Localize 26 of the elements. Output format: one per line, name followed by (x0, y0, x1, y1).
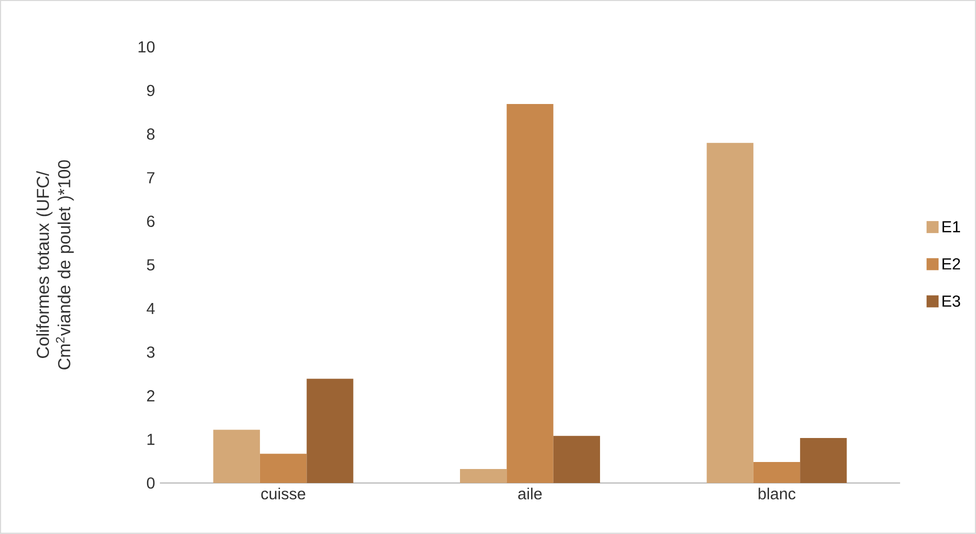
y-tick-label: 4 (146, 303, 155, 314)
y-tick-label: 0 (146, 477, 155, 489)
bar (706, 142, 754, 484)
bar (506, 104, 554, 484)
bar (213, 430, 260, 484)
y-tick-label: 5 (146, 259, 155, 271)
bar (306, 378, 354, 484)
bar (553, 436, 600, 484)
bar (260, 454, 307, 484)
bar (460, 469, 507, 484)
y-tick-label: 3 (146, 346, 155, 358)
x-tick-label: aile (518, 488, 542, 500)
legend-label: E3 (942, 296, 960, 307)
y-tick-label: 6 (147, 216, 155, 228)
y-tick-label: 10 (138, 41, 155, 53)
y-tick-label: 8 (146, 128, 155, 140)
y-tick-label: 9 (147, 84, 154, 96)
legend-label: E2 (942, 258, 960, 270)
bar (753, 462, 800, 484)
y-tick-label: 2 (147, 390, 154, 402)
legend-label: E1 (942, 221, 960, 232)
x-tick-label: cuisse (261, 488, 306, 500)
y-tick-label: 1 (148, 434, 154, 445)
x-tick-label: blanc (758, 488, 796, 500)
y-tick-label: 7 (147, 172, 154, 184)
bar (800, 438, 847, 484)
